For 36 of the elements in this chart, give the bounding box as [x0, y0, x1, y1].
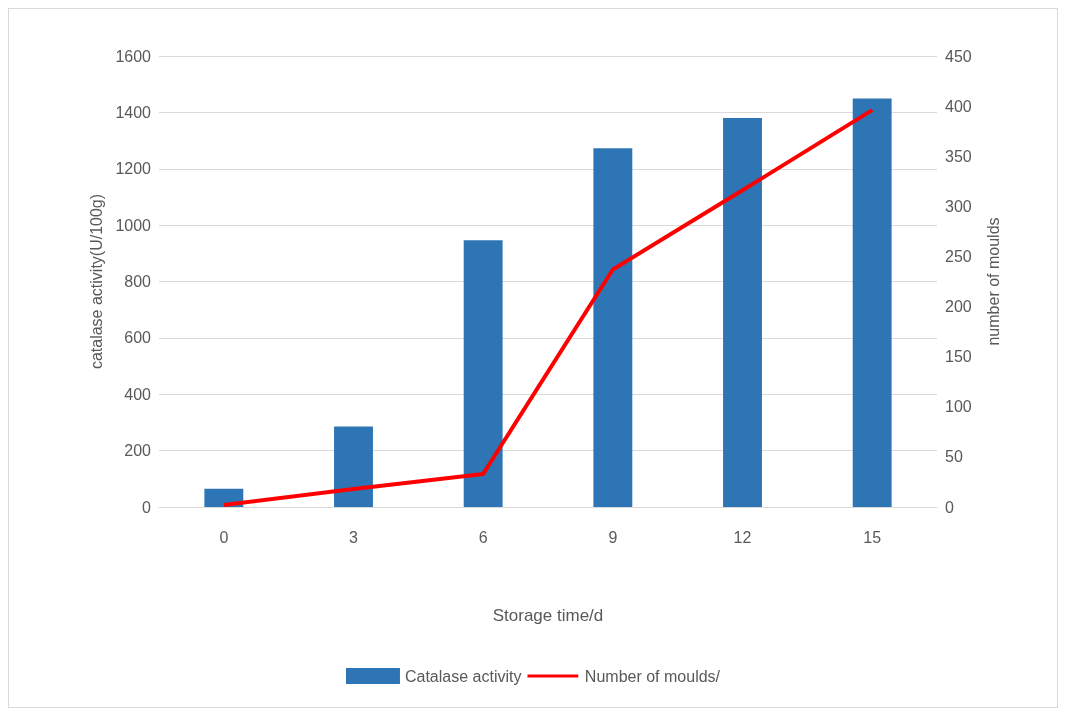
- y2-tick-label: 100: [945, 398, 972, 416]
- y2-tick-label: 250: [945, 247, 972, 265]
- x-tick-label: 12: [733, 528, 752, 546]
- x-tick-label: 0: [219, 528, 229, 546]
- y2-tick-label: 150: [945, 348, 972, 366]
- y2-tick-label: 0: [945, 498, 954, 516]
- x-tick-label: 9: [608, 528, 618, 546]
- y-tick-label: 1000: [115, 216, 152, 234]
- y-tick-label: 1400: [115, 103, 152, 121]
- y2-tick-label: 450: [945, 47, 972, 65]
- legend-label: Number of moulds/: [584, 667, 721, 685]
- y2-tick-label: 350: [945, 147, 972, 165]
- x-tick-label: 3: [349, 528, 359, 546]
- y-tick-label: 800: [124, 273, 152, 290]
- y2-axis-title: number of moulds: [984, 217, 1002, 346]
- bar: [593, 148, 633, 507]
- y-tick-label: 0: [142, 498, 152, 516]
- y2-tick-label: 300: [945, 197, 972, 215]
- bar: [463, 240, 503, 507]
- y-tick-label: 1200: [115, 160, 152, 178]
- y2-tick-label: 200: [945, 298, 972, 316]
- line-series: [221, 108, 875, 507]
- y2-tick-label: 400: [945, 97, 972, 115]
- legend-label: Catalase activity: [404, 667, 522, 685]
- bar: [852, 98, 892, 507]
- y-tick-label: 400: [124, 385, 152, 403]
- y2-tick-label: 50: [945, 448, 963, 466]
- bar: [723, 118, 762, 507]
- y-tick-label: 600: [124, 329, 152, 347]
- x-tick-label: 6: [478, 528, 488, 546]
- y-axis-title: catalase activity(U/100g): [88, 193, 106, 370]
- bar: [334, 426, 373, 507]
- y-tick-label: 200: [124, 442, 152, 460]
- x-tick-label: 15: [863, 528, 882, 546]
- x-axis-title: Storage time/d: [492, 606, 604, 625]
- y-tick-label: 1600: [115, 47, 152, 65]
